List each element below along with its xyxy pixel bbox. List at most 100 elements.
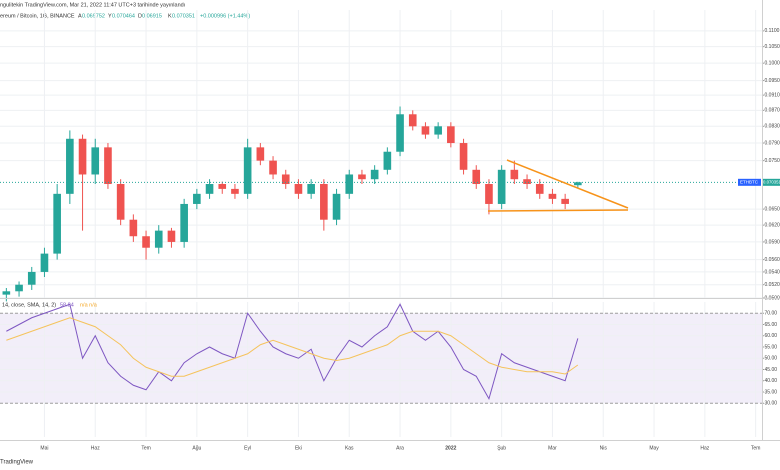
candle-body <box>180 203 188 242</box>
candle-body <box>510 169 519 180</box>
y-tick-label: 50.00 <box>765 356 778 362</box>
x-tick-label: Nis <box>600 445 608 451</box>
candle-body <box>421 126 430 135</box>
candle-body <box>396 114 404 152</box>
y-tick-label: 45.00 <box>765 367 778 373</box>
ticker-label: ETHBTC <box>740 180 759 185</box>
x-tick-label: Mar <box>548 445 557 451</box>
candle-body <box>472 169 481 185</box>
x-tick-label: Mai <box>40 445 48 451</box>
candle-body <box>294 184 303 194</box>
y-tick-label: 0.0750 <box>765 158 780 164</box>
ohlc-label: D <box>138 13 142 19</box>
candle-body <box>548 193 557 199</box>
candle-body <box>383 151 392 170</box>
ticker-tag <box>738 178 761 186</box>
candle-body <box>256 147 265 161</box>
y-tick-label: 0.0910 <box>765 92 780 98</box>
change: +0.000996 (+1.44%) <box>200 13 250 19</box>
y-tick-label: 65.00 <box>765 322 778 328</box>
symbol: ereum / Bitcoin, 1G, BINANCE <box>0 13 75 19</box>
candle-body <box>243 147 252 194</box>
y-tick-label: 0.1050 <box>765 44 780 50</box>
candle-body <box>27 271 36 285</box>
candle-body <box>218 184 227 189</box>
candle-body <box>104 147 112 185</box>
candle-body <box>40 253 49 272</box>
candle-body <box>193 193 201 204</box>
published: ngulitekin TradingView.com, Mar 21, 2022… <box>0 2 185 8</box>
candle-body <box>434 126 442 135</box>
candle-body <box>307 184 315 194</box>
y-tick-label: 30.00 <box>765 401 778 407</box>
x-tick-label: Tem <box>751 445 760 451</box>
candle-body <box>281 174 290 185</box>
x-tick-label: Eyl <box>244 445 251 451</box>
candle-body <box>332 193 341 220</box>
x-tick-label: Eki <box>295 445 302 451</box>
y-tick-label: 60.00 <box>765 333 778 339</box>
x-tick-label: Ara <box>396 445 404 451</box>
candle-body <box>358 174 366 180</box>
candle-body <box>561 198 569 204</box>
indicator-params: 14, close, SMA, 14, 2) <box>2 302 56 308</box>
candle-body <box>447 126 455 144</box>
candle-body <box>497 169 506 204</box>
trendline <box>487 209 629 212</box>
candle-body <box>231 188 239 194</box>
ohlc-value: 0.069752 <box>82 13 105 19</box>
y-tick-label: 0.0540 <box>765 269 780 275</box>
candle-body <box>485 184 493 204</box>
candle-body <box>269 160 277 175</box>
ohlc-header: A 0.069752 Y 0.070464 D 0.06915 K 0.070351 <box>78 13 195 19</box>
candle-body <box>523 179 531 185</box>
ohlc-label: Y <box>108 13 112 19</box>
x-tick-label: May <box>649 445 659 451</box>
y-tick-label: 0.0520 <box>765 282 780 288</box>
y-tick-label: 35.00 <box>765 389 778 395</box>
y-tick-label: 0.1100 <box>765 28 780 34</box>
y-tick-label: 0.0870 <box>765 108 780 114</box>
candle-body <box>91 147 100 175</box>
x-tick-label: Haz <box>91 445 100 451</box>
y-tick-label: 0.0830 <box>765 124 780 130</box>
candle-body <box>2 291 11 295</box>
candle-body <box>66 138 74 194</box>
candle-body <box>53 193 61 254</box>
candle-body <box>116 184 125 220</box>
y-tick-label: 0.0590 <box>765 239 780 245</box>
candle-body <box>142 236 150 248</box>
rsi-panel: 30.00 35.00 40.00 45.00 50.00 55.00 60.00 65.00… <box>0 302 777 437</box>
price-tag-label: 0.070351 <box>763 179 780 184</box>
price-tag <box>762 178 780 186</box>
candle-body <box>408 114 417 127</box>
line-series <box>6 303 579 401</box>
candle-body <box>459 143 468 170</box>
indicator-value: 58.84 <box>60 302 74 308</box>
footer: TradingView <box>0 460 34 466</box>
indicator-status: n/a n/a <box>80 302 98 308</box>
y-tick-label: 40.00 <box>765 378 778 384</box>
y-tick-label: 0.0650 <box>765 206 780 212</box>
candle-body <box>320 184 328 220</box>
y-tick-label: 0.0620 <box>765 222 780 228</box>
y-tick-label: 0.1000 <box>765 61 780 67</box>
x-tick-label: Şub <box>497 445 506 451</box>
candle-body <box>345 174 354 194</box>
ohlc-label: K <box>168 13 172 19</box>
candle-body <box>370 169 379 180</box>
x-tick-label: Haz <box>700 445 709 451</box>
trendline <box>506 159 629 209</box>
x-tick-label: Tem <box>141 445 150 451</box>
candle-body <box>129 219 138 237</box>
ohlc-value: 0.070464 <box>112 13 135 19</box>
ohlc-value: 0.06915 <box>142 13 162 19</box>
x-tick-label: Kas <box>345 445 354 451</box>
candle-body <box>154 230 163 248</box>
line-series <box>6 317 579 377</box>
candle-body <box>15 284 23 292</box>
x-tick-label: 2022 <box>445 445 456 451</box>
y-tick-label: 55.00 <box>765 344 778 350</box>
candle-body <box>205 184 214 194</box>
